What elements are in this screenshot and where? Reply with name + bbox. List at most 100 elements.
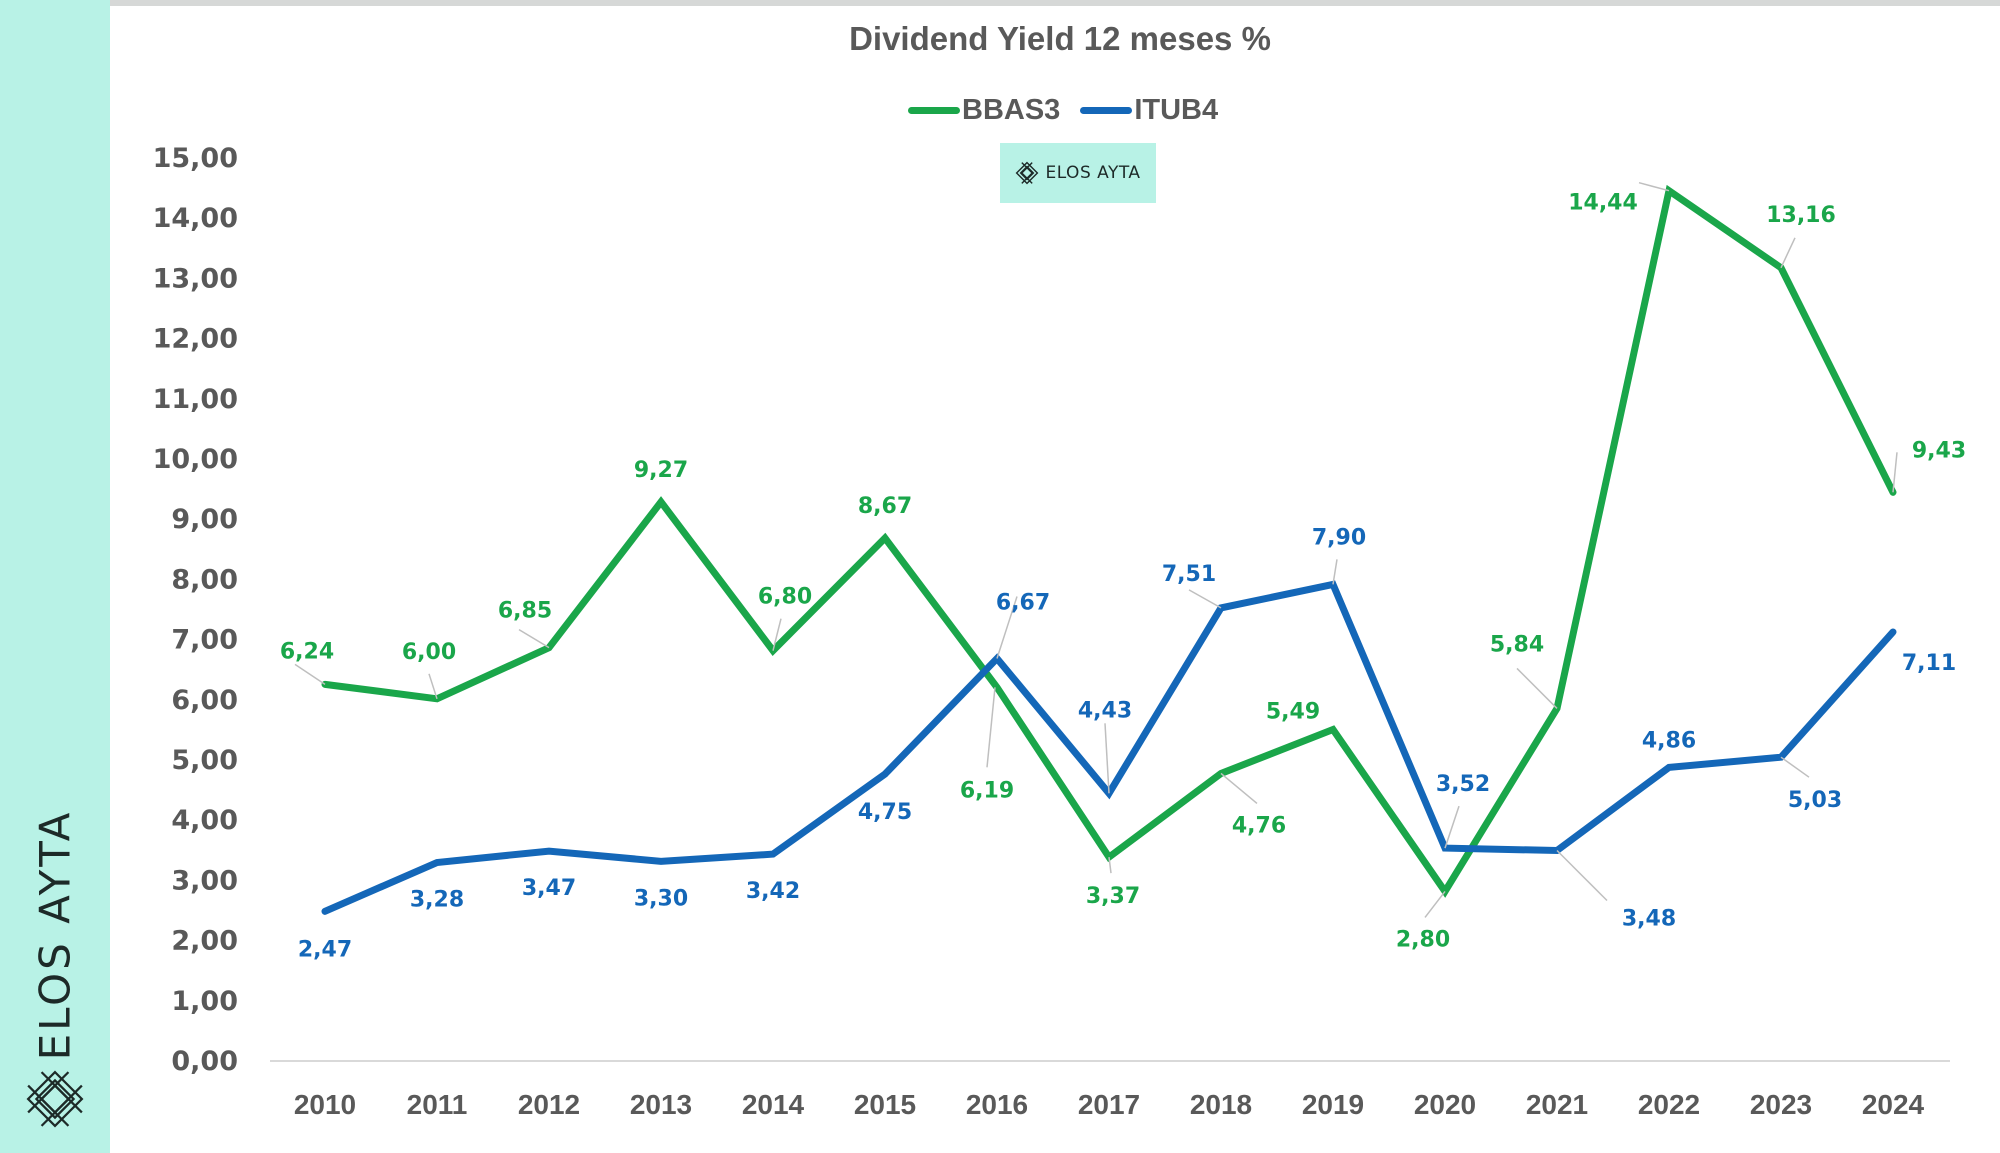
- data-label-bbas3: 4,76: [1232, 813, 1286, 838]
- elos-ayta-badge-logo-icon: [1016, 161, 1039, 185]
- watermark-badge: ELOS AYTA: [1000, 143, 1156, 203]
- data-label-itub4: 3,48: [1622, 907, 1676, 932]
- legend-item-itub4: ITUB4: [1080, 94, 1218, 127]
- leader-line: [986, 687, 996, 768]
- x-tick-label: 2022: [1638, 1089, 1700, 1120]
- sidebar: ELOS AYTA: [0, 0, 110, 1153]
- y-tick-label: 1,00: [171, 986, 238, 1017]
- data-label-itub4: 5,03: [1788, 788, 1842, 813]
- data-label-itub4: 7,11: [1902, 651, 1956, 676]
- data-label-bbas3: 5,84: [1490, 632, 1544, 657]
- data-label-bbas3: 9,43: [1912, 438, 1966, 463]
- legend-swatch-bbas3: [908, 106, 960, 114]
- leader-line: [1424, 890, 1446, 918]
- x-tick-label: 2021: [1526, 1089, 1588, 1120]
- y-tick-label: 4,00: [171, 805, 238, 836]
- legend-item-bbas3: BBAS3: [908, 94, 1060, 127]
- x-tick-label: 2017: [1078, 1089, 1140, 1120]
- data-label-bbas3: 6,19: [960, 778, 1014, 803]
- data-label-bbas3: 5,49: [1266, 700, 1320, 725]
- leader-line: [1892, 452, 1898, 493]
- y-tick-label: 15,00: [153, 143, 238, 174]
- y-tick-label: 8,00: [171, 564, 238, 595]
- leader-line: [428, 673, 438, 700]
- data-label-bbas3: 13,16: [1766, 203, 1836, 228]
- legend: BBAS3 ITUB4: [908, 92, 1238, 128]
- x-tick-label: 2018: [1190, 1089, 1252, 1120]
- data-label-bbas3: 6,24: [280, 639, 334, 664]
- y-tick-label: 2,00: [171, 926, 238, 957]
- y-tick-label: 11,00: [153, 384, 238, 415]
- leader-line: [1188, 589, 1222, 609]
- leader-line: [1556, 849, 1608, 902]
- data-label-bbas3: 8,67: [858, 494, 912, 519]
- leader-line: [1332, 559, 1338, 585]
- x-tick-label: 2010: [294, 1089, 356, 1120]
- data-label-bbas3: 9,27: [634, 458, 688, 483]
- data-label-itub4: 4,86: [1642, 728, 1696, 753]
- x-tick-label: 2015: [854, 1089, 916, 1120]
- y-tick-label: 6,00: [171, 685, 238, 716]
- y-tick-label: 9,00: [171, 504, 238, 535]
- label-leader-lines: [294, 181, 1898, 918]
- x-tick-label: 2023: [1750, 1089, 1812, 1120]
- leader-line: [1104, 723, 1110, 794]
- data-label-itub4: 4,75: [858, 800, 912, 825]
- leader-line: [1780, 756, 1810, 778]
- leader-line: [1220, 772, 1258, 805]
- leader-line: [772, 618, 782, 651]
- series-lines: [321, 184, 1897, 915]
- data-label-bbas3: 6,85: [498, 599, 552, 624]
- leader-line: [996, 596, 1018, 659]
- y-tick-label: 10,00: [153, 444, 238, 475]
- data-label-bbas3: 2,80: [1396, 927, 1450, 952]
- data-label-itub4: 3,30: [634, 886, 688, 911]
- x-tick-label: 2014: [742, 1089, 805, 1120]
- data-labels: 6,24 6,00 6,85 9,27 6,80 8,67 6,19 3,37 4,76 5,49…: [280, 191, 1966, 963]
- leader-line: [1780, 237, 1796, 269]
- data-label-bbas3: 3,37: [1086, 884, 1140, 909]
- x-axis: 2010 2011 2012 2013 2014 2015 2016 2017 2018 2019…: [294, 1089, 1925, 1120]
- data-label-bbas3: 6,00: [402, 640, 456, 665]
- y-tick-label: 13,00: [153, 263, 238, 294]
- data-label-itub4: 2,47: [298, 937, 352, 962]
- x-tick-label: 2024: [1862, 1089, 1925, 1120]
- data-label-bbas3: 14,44: [1568, 191, 1638, 216]
- x-tick-label: 2012: [518, 1089, 580, 1120]
- x-tick-label: 2020: [1414, 1089, 1476, 1120]
- elos-ayta-logo-icon: [26, 1070, 84, 1128]
- data-label-itub4: 3,28: [410, 888, 464, 913]
- leader-line: [1516, 667, 1558, 709]
- legend-swatch-itub4: [1080, 106, 1133, 114]
- y-tick-label: 3,00: [171, 865, 238, 896]
- data-label-itub4: 3,47: [522, 876, 576, 901]
- leader-line: [518, 628, 550, 649]
- leader-line: [1108, 857, 1112, 874]
- y-tick-label: 12,00: [153, 324, 238, 355]
- y-tick-label: 7,00: [171, 625, 238, 656]
- y-tick-label: 5,00: [171, 745, 238, 776]
- leader-line: [294, 663, 326, 685]
- data-label-itub4: 3,42: [746, 879, 800, 904]
- legend-label-itub4: ITUB4: [1134, 93, 1219, 126]
- y-axis: 0,00 1,00 2,00 3,00 4,00 5,00 6,00 7,00 8,00 9,00…: [153, 143, 238, 1077]
- x-tick-label: 2019: [1302, 1089, 1364, 1120]
- data-label-bbas3: 6,80: [758, 585, 812, 610]
- x-tick-label: 2016: [966, 1089, 1028, 1120]
- y-tick-label: 0,00: [171, 1046, 238, 1077]
- badge-text: ELOS AYTA: [1045, 163, 1141, 183]
- legend-label-bbas3: BBAS3: [962, 93, 1061, 126]
- data-label-itub4: 3,52: [1436, 772, 1490, 797]
- top-border: [110, 0, 2000, 6]
- data-label-itub4: 7,51: [1162, 562, 1216, 587]
- leader-line: [1638, 181, 1670, 192]
- leader-line: [1444, 805, 1460, 849]
- x-tick-label: 2011: [407, 1089, 468, 1120]
- x-tick-label: 2013: [630, 1089, 692, 1120]
- y-tick-label: 14,00: [153, 203, 238, 234]
- data-label-itub4: 4,43: [1078, 698, 1132, 723]
- chart-title: Dividend Yield 12 meses %: [849, 20, 1271, 57]
- data-label-itub4: 6,67: [996, 590, 1050, 615]
- data-label-itub4: 7,90: [1312, 525, 1366, 550]
